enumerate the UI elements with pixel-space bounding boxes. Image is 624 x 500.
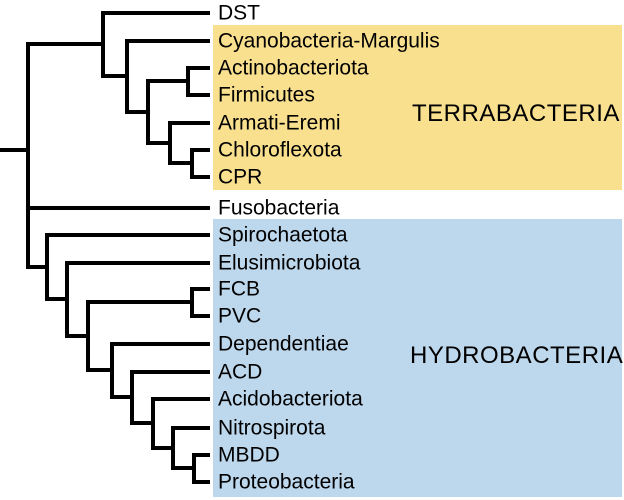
branch-path: [45, 233, 210, 301]
group-label-terrabacteria: TERRABACTERIA: [412, 100, 620, 127]
taxon-label-mbdd: MBDD: [218, 443, 280, 467]
hydrobacteria-highlight-box: [213, 219, 622, 497]
branch-path: [65, 261, 210, 338]
taxon-label-firmicutes: Firmicutes: [218, 83, 315, 107]
branch-path: [192, 453, 210, 484]
taxon-label-armati-eremi: Armati-Eremi: [218, 111, 341, 135]
taxon-label-spirochaetota: Spirochaetota: [218, 223, 348, 247]
taxon-label-pvc: PVC: [218, 304, 262, 328]
branch-path: [190, 287, 210, 318]
taxon-label-proteobacteria: Proteobacteria: [218, 470, 355, 494]
taxon-label-fusobacteria: Fusobacteria: [218, 196, 340, 220]
taxon-label-dependentiae: Dependentiae: [218, 332, 349, 356]
taxon-label-cpr: CPR: [218, 165, 263, 189]
taxon-label-cyanobacteria: Cyanobacteria-Margulis: [218, 29, 440, 53]
taxon-label-nitrospirota: Nitrospirota: [218, 416, 326, 440]
taxon-label-chloroflexota: Chloroflexota: [218, 138, 342, 162]
taxon-label-actinobacteriota: Actinobacteriota: [218, 56, 369, 80]
branch-path: [130, 370, 210, 425]
taxon-label-acd: ACD: [218, 360, 263, 384]
branch-path: [168, 121, 210, 165]
branch-path: [171, 426, 210, 470]
taxon-label-elusimicrobiota: Elusimicrobiota: [218, 251, 361, 275]
branch-path: [86, 300, 192, 372]
branch-path: [26, 42, 103, 269]
branch-path: [186, 66, 210, 97]
branch-path: [146, 79, 188, 145]
branch-path: [101, 11, 210, 78]
branch-path: [110, 342, 210, 399]
branch-path: [151, 397, 210, 450]
taxon-label-fcb: FCB: [218, 277, 260, 301]
branch-path: [125, 39, 210, 114]
branch-path: [190, 148, 210, 179]
group-label-hydrobacteria: HYDROBACTERIA: [410, 342, 624, 369]
taxon-label-dst: DST: [218, 1, 260, 25]
terrabacteria-highlight-box: [213, 25, 622, 190]
taxon-label-acidobacteriota: Acidobacteriota: [218, 387, 363, 411]
